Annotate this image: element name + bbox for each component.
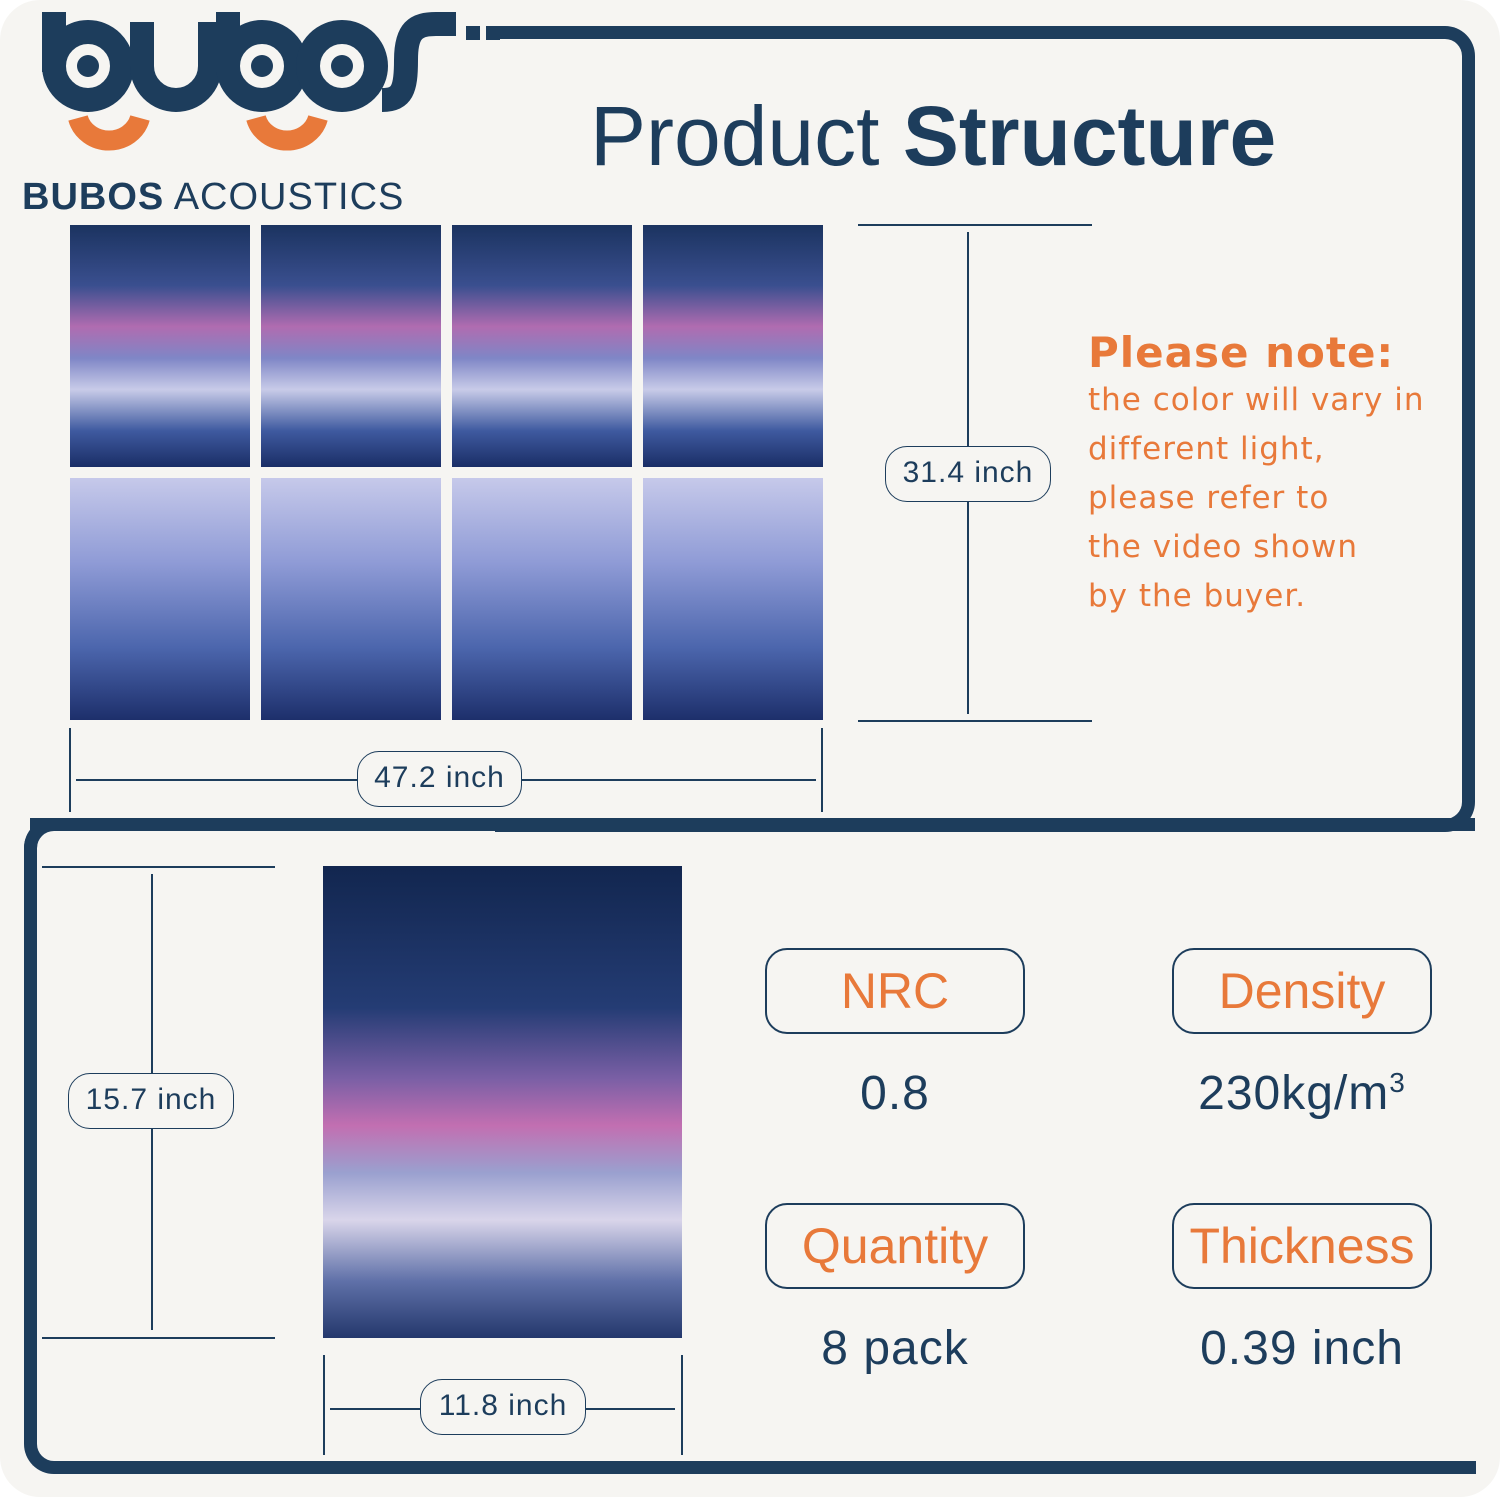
spec-quantity-value: 8 pack bbox=[821, 1322, 969, 1375]
dimension-line bbox=[323, 1355, 325, 1455]
single-width-label: 11.8 inch bbox=[420, 1379, 586, 1435]
brand-name: BUBOS ACOUSTICS bbox=[22, 176, 405, 218]
panel-tile bbox=[452, 478, 632, 720]
panel-tile bbox=[643, 478, 823, 720]
divider bbox=[30, 818, 1475, 831]
page-title: Product Structure bbox=[590, 89, 1277, 183]
panel-height-label: 31.4 inch bbox=[885, 446, 1051, 502]
panel-tile bbox=[70, 478, 250, 720]
panel-tile bbox=[261, 225, 441, 467]
color-note: Please note: the color will vary in diffe… bbox=[1088, 328, 1425, 615]
panel-tile bbox=[261, 478, 441, 720]
dimension-line bbox=[681, 1355, 683, 1455]
panel-tile bbox=[70, 225, 250, 467]
panel-width-label: 47.2 inch bbox=[357, 751, 522, 807]
dimension-line bbox=[858, 720, 1092, 722]
panel-tile bbox=[643, 225, 823, 467]
spec-thickness-label: Thickness bbox=[1172, 1203, 1432, 1289]
spec-thickness-value: 0.39 inch bbox=[1200, 1322, 1404, 1375]
spec-nrc-value: 0.8 bbox=[860, 1067, 930, 1120]
dimension-line bbox=[821, 728, 823, 812]
spec-quantity-label: Quantity bbox=[765, 1203, 1025, 1289]
dimension-line bbox=[69, 728, 71, 812]
bubos-logo bbox=[42, 12, 500, 151]
dimension-line bbox=[42, 866, 275, 868]
spec-density-value: 230kg/m3 bbox=[1198, 1067, 1406, 1120]
spec-nrc-label: NRC bbox=[765, 948, 1025, 1034]
dimension-line bbox=[42, 1337, 275, 1339]
panel-tile bbox=[452, 225, 632, 467]
single-panel-image bbox=[323, 866, 682, 1338]
spec-density-label: Density bbox=[1172, 948, 1432, 1034]
dimension-line bbox=[858, 224, 1092, 226]
single-height-label: 15.7 inch bbox=[68, 1073, 234, 1129]
